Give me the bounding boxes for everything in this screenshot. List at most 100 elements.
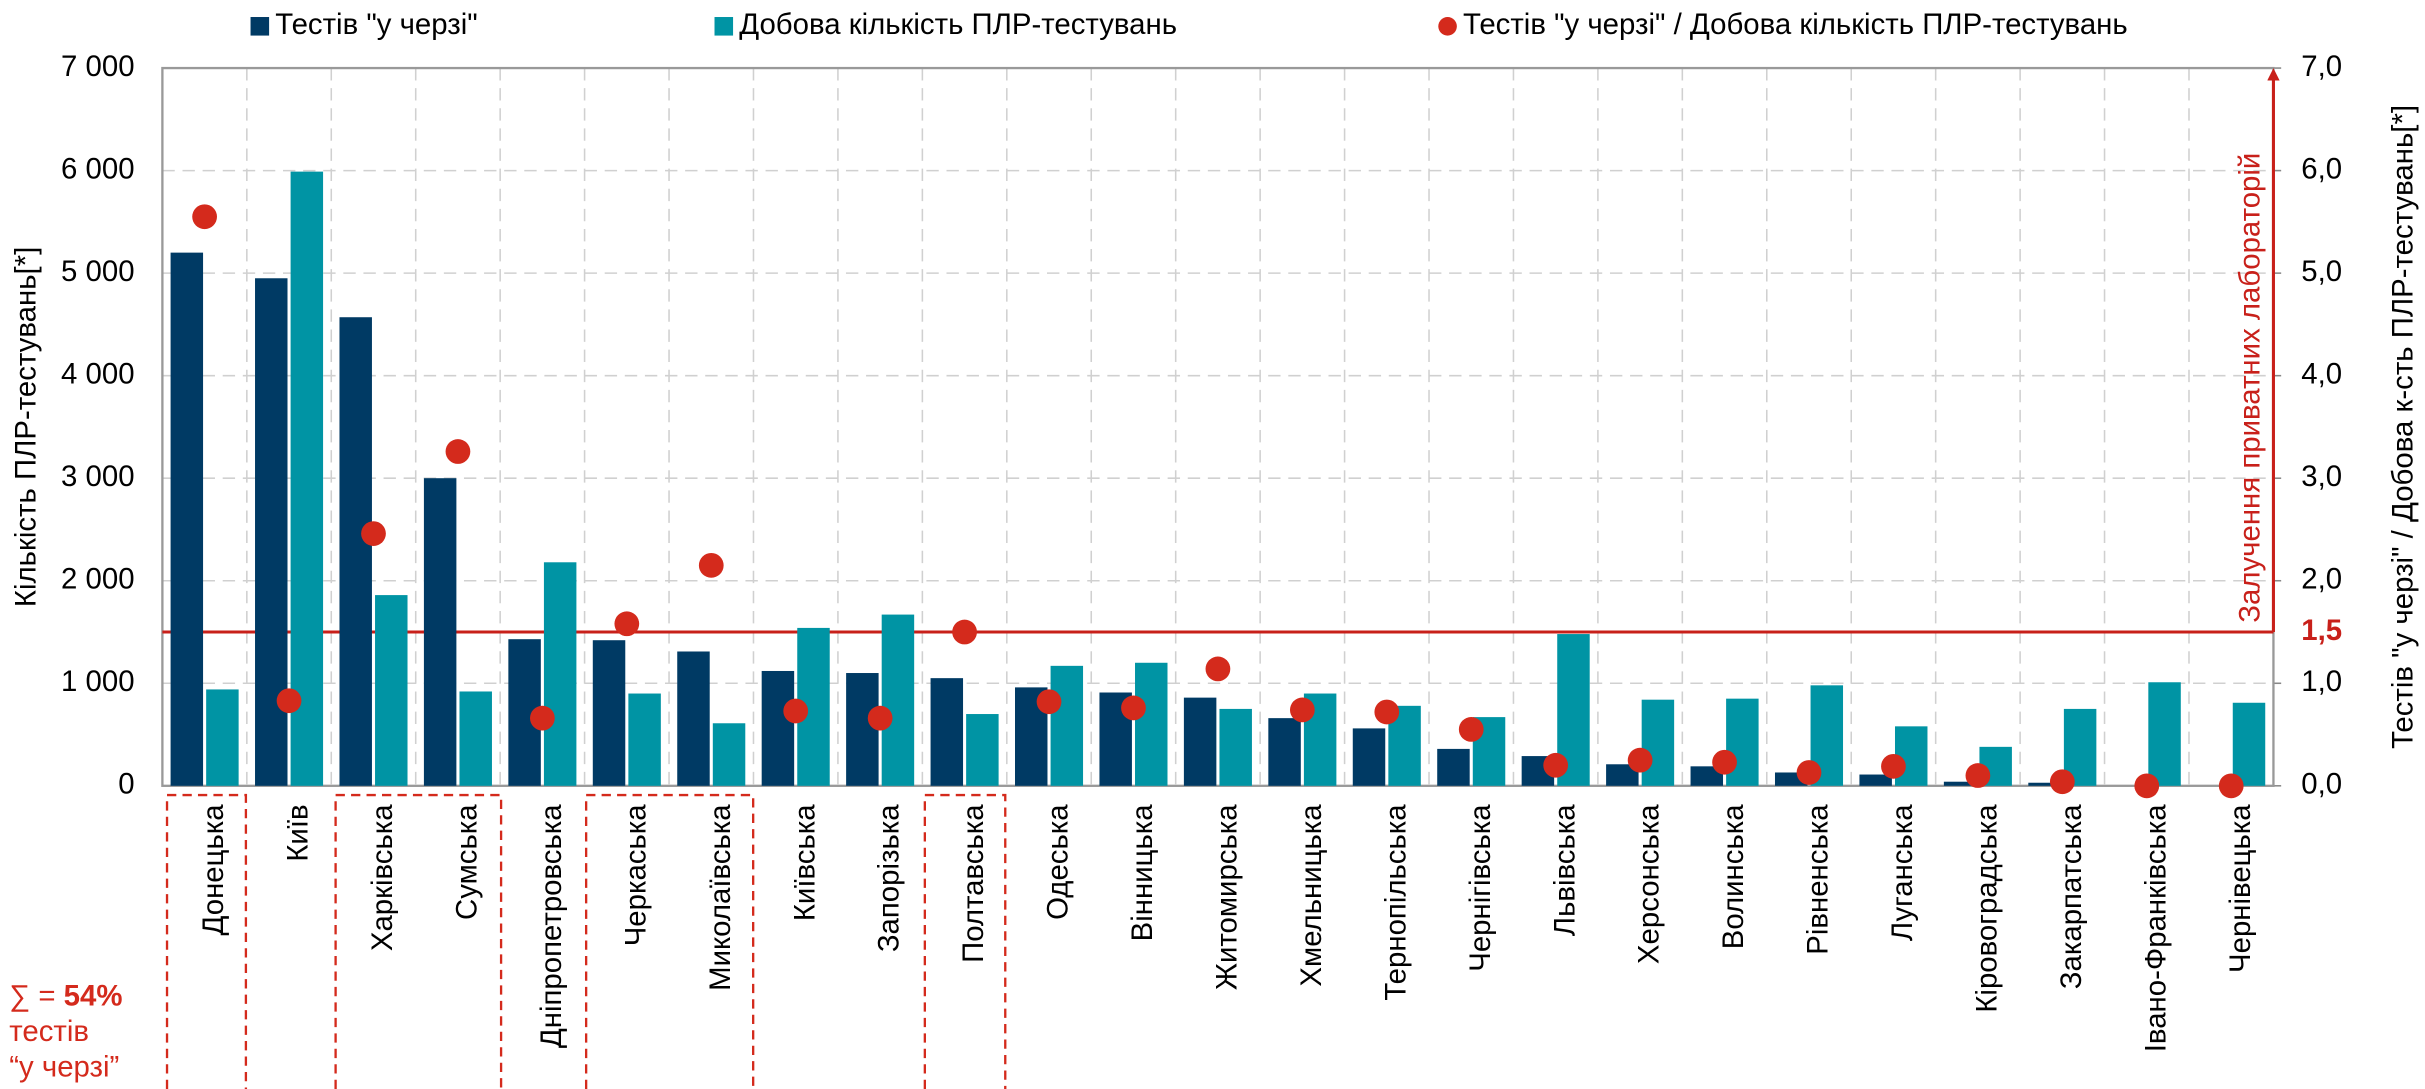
x-tick-label: Запорізька bbox=[873, 804, 906, 952]
dot bbox=[952, 619, 977, 645]
x-tick-label: Луганська bbox=[1886, 804, 1919, 941]
bar bbox=[459, 691, 492, 786]
x-tick-label: Чернігівська bbox=[1464, 804, 1497, 972]
dot bbox=[2049, 769, 2075, 795]
bar bbox=[1943, 781, 1977, 786]
dot bbox=[614, 611, 640, 637]
x-tick-label: Черкаська bbox=[619, 804, 652, 947]
x-tick-label: Тернопільська bbox=[1379, 804, 1412, 1001]
bar bbox=[592, 640, 626, 786]
y2-tick-label: 4,0 bbox=[2301, 357, 2342, 390]
dot bbox=[698, 552, 724, 578]
highlight-box bbox=[165, 793, 248, 1089]
y2-tick-label: 5,0 bbox=[2301, 255, 2342, 288]
bar bbox=[846, 673, 879, 786]
dot bbox=[276, 688, 302, 714]
x-tick-label: Кіровоградська bbox=[1970, 804, 2003, 1013]
bar bbox=[1641, 699, 1675, 786]
dot bbox=[1205, 656, 1231, 682]
x-tick-label: Полтавська bbox=[957, 804, 990, 963]
highlight-boxes bbox=[165, 793, 1007, 1089]
bar bbox=[1690, 766, 1724, 786]
dot bbox=[1374, 699, 1400, 725]
y2-tick-label: 1,0 bbox=[2301, 665, 2342, 698]
y-tick-label: 0 bbox=[118, 768, 134, 801]
dot bbox=[1121, 695, 1146, 721]
y2-tick-label: 6,0 bbox=[2301, 152, 2342, 185]
x-tick-label: Херсонська bbox=[1633, 804, 1666, 964]
bar bbox=[2148, 682, 2181, 786]
x-tick-label: Івано-Франківська bbox=[2139, 804, 2172, 1053]
bar bbox=[1135, 662, 1168, 786]
dot bbox=[1289, 697, 1315, 723]
x-tick-label: Вінницька bbox=[1126, 804, 1159, 942]
highlight-box bbox=[923, 793, 1007, 1089]
x-tick-label: Дніпропетровська bbox=[535, 804, 568, 1048]
dot bbox=[1543, 752, 1569, 778]
dot bbox=[192, 204, 217, 230]
y-tick-label: 3 000 bbox=[61, 460, 135, 493]
dot bbox=[783, 698, 809, 724]
bar bbox=[290, 171, 324, 786]
annotation-line: тестів bbox=[9, 1015, 89, 1048]
bar bbox=[881, 614, 915, 786]
legend-label: Тестів "у черзі" / Добова кількість ПЛР-… bbox=[1463, 8, 2128, 41]
dot bbox=[361, 521, 386, 546]
x-tick-label: Львівська bbox=[1548, 804, 1581, 936]
y2-tick-label: 0,0 bbox=[2301, 768, 2342, 801]
dot bbox=[1796, 760, 1822, 785]
bar bbox=[1050, 665, 1084, 786]
x-tick-label: Одеська bbox=[1042, 804, 1075, 920]
dot bbox=[1712, 749, 1737, 775]
bar bbox=[1183, 697, 1217, 786]
dot bbox=[1458, 717, 1484, 742]
x-tick-label: Волинська bbox=[1717, 804, 1750, 950]
bar bbox=[677, 651, 710, 786]
dot bbox=[2134, 773, 2160, 799]
highlight-box bbox=[584, 793, 755, 1089]
y-tick-label: 4 000 bbox=[61, 357, 135, 390]
dot bbox=[445, 439, 471, 464]
highlight-box bbox=[334, 793, 503, 1089]
y2-axis-label: Тестів "у черзі" / Добова к-сть ПЛР-тест… bbox=[2387, 105, 2420, 749]
x-tick-label: Рівненська bbox=[1802, 804, 1835, 955]
x-tick-label: Миколаївська bbox=[704, 804, 737, 991]
legend-swatch bbox=[714, 17, 734, 36]
y-tick-label: 5 000 bbox=[61, 255, 135, 288]
y-axis-label: Кількість ПЛР-тестувань[*] bbox=[10, 247, 43, 607]
y-tick-label: 6 000 bbox=[61, 152, 135, 185]
legend-label: Тестів "у черзі" bbox=[275, 8, 477, 41]
annotation: ∑ = 54% bbox=[9, 979, 122, 1012]
x-tick-label: Закарпатська bbox=[2055, 804, 2088, 989]
legend-swatch bbox=[1438, 17, 1457, 36]
annotation-bold: 54% bbox=[64, 979, 123, 1012]
y-tick-label: 7 000 bbox=[61, 50, 135, 83]
x-tick-label: Київ bbox=[282, 804, 315, 861]
annotation-line: “у черзі” bbox=[9, 1051, 119, 1084]
bar bbox=[339, 317, 372, 786]
bar bbox=[1606, 764, 1639, 786]
bar bbox=[966, 714, 999, 786]
legend-label: Добова кількість ПЛР-тестувань bbox=[739, 8, 1177, 41]
threshold-label: 1,5 bbox=[2301, 614, 2342, 647]
x-tick-label: Житомирська bbox=[1211, 804, 1244, 990]
bar bbox=[423, 478, 457, 786]
dot bbox=[1881, 753, 1906, 779]
bar bbox=[170, 252, 204, 786]
legend-swatch bbox=[250, 17, 270, 36]
dot bbox=[530, 705, 555, 731]
x-tick-label: Чернівецька bbox=[2224, 804, 2257, 973]
bar bbox=[543, 562, 577, 786]
bar bbox=[930, 678, 964, 786]
y-tick-label: 1 000 bbox=[61, 665, 135, 698]
threshold-text: Залучення приватних лабораторій bbox=[2234, 153, 2267, 623]
dot bbox=[867, 705, 893, 731]
bar bbox=[1437, 748, 1470, 786]
bar bbox=[206, 689, 239, 786]
bar bbox=[2028, 782, 2061, 786]
y2-tick-label: 2,0 bbox=[2301, 563, 2342, 596]
x-tick-label: Донецька bbox=[197, 804, 230, 936]
bar bbox=[761, 670, 795, 786]
annotation-prefix: ∑ = bbox=[9, 979, 63, 1012]
